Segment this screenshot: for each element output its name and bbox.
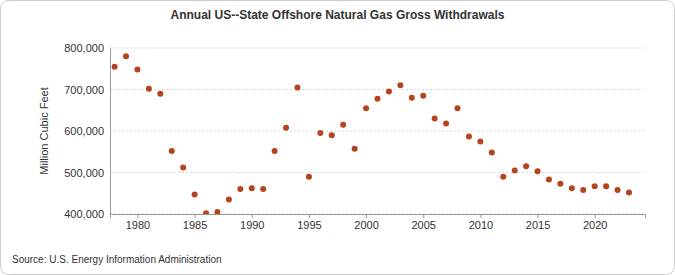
- point: [146, 86, 152, 92]
- point: [169, 148, 175, 154]
- grid-line: [110, 89, 645, 90]
- point: [352, 146, 358, 152]
- point: [157, 91, 163, 97]
- x-tick-mark: [309, 214, 310, 218]
- point: [329, 132, 335, 138]
- x-tick: 1980: [126, 214, 150, 231]
- point: [260, 186, 266, 192]
- point: [283, 125, 289, 131]
- point: [523, 163, 529, 169]
- point: [306, 174, 312, 180]
- x-axis: 1980 1985 1990 1995 2000 2005 2010 2015 2020: [111, 214, 646, 231]
- point: [317, 130, 323, 136]
- point: [363, 105, 369, 111]
- y-tick-label: 700,000: [64, 84, 104, 96]
- x-tick: 1990: [240, 214, 264, 231]
- chart: 400,000500,000600,000700,000800,00019801…: [0, 0, 675, 275]
- point: [580, 187, 586, 193]
- x-tick-label: 1990: [240, 219, 264, 231]
- point: [375, 96, 381, 102]
- y-tick-label: 500,000: [64, 167, 104, 179]
- point: [626, 189, 632, 195]
- chart-border: [1, 1, 675, 275]
- x-tick: 2010: [469, 214, 493, 231]
- x-tick-label: 1995: [297, 219, 321, 231]
- point: [123, 53, 129, 59]
- point: [455, 105, 461, 111]
- point: [443, 121, 449, 127]
- points: [112, 53, 632, 214]
- y-tick-label: 600,000: [64, 125, 104, 137]
- point: [180, 165, 186, 171]
- y-tick: 700,000: [64, 84, 110, 96]
- x-tick-label: 2010: [469, 219, 493, 231]
- x-axis-line: [111, 215, 646, 219]
- y-axis-line: [110, 49, 111, 215]
- point: [409, 95, 415, 101]
- x-tick-label: 2005: [411, 219, 435, 231]
- x-tick-label: 2015: [526, 219, 550, 231]
- point: [386, 89, 392, 95]
- point: [557, 181, 563, 187]
- point: [477, 138, 483, 144]
- x-tick-mark: [252, 214, 253, 218]
- y-tick: 500,000: [64, 167, 110, 179]
- x-tick-mark: [595, 214, 596, 218]
- point: [535, 168, 541, 174]
- x-tick-mark: [423, 214, 424, 218]
- y-tick: 800,000: [64, 42, 110, 54]
- point: [569, 185, 575, 191]
- point: [192, 191, 198, 197]
- point: [592, 183, 598, 189]
- y-axis: 400,000 500,000 600,000 700,000 800,000: [64, 42, 110, 220]
- point: [249, 185, 255, 191]
- y-tick-label: 400,000: [64, 208, 104, 220]
- point: [272, 148, 278, 154]
- grid-line: [110, 131, 645, 132]
- x-tick-label: 2000: [354, 219, 378, 231]
- y-axis-title: Million Cubic Feet: [38, 87, 50, 174]
- x-tick-mark: [538, 214, 539, 218]
- x-tick-mark: [195, 214, 196, 218]
- point: [420, 93, 426, 99]
- grid-line: [110, 48, 645, 49]
- y-tick-label: 800,000: [64, 42, 104, 54]
- x-tick-label: 2020: [583, 219, 607, 231]
- x-tick: 2020: [583, 214, 607, 231]
- point: [432, 116, 438, 122]
- x-tick-label: 1985: [183, 219, 207, 231]
- y-tick: 600,000: [64, 125, 110, 137]
- x-tick-mark: [480, 214, 481, 218]
- x-tick-mark: [137, 214, 138, 218]
- x-tick-label: 1980: [126, 219, 150, 231]
- point: [546, 177, 552, 183]
- x-tick: 2015: [526, 214, 550, 231]
- title: Annual US--State Offshore Natural Gas Gr…: [171, 8, 505, 22]
- point: [237, 186, 243, 192]
- point: [226, 196, 232, 202]
- x-tick-mark: [366, 214, 367, 218]
- point: [340, 122, 346, 128]
- point: [466, 133, 472, 139]
- grid-line: [110, 172, 645, 173]
- source: Source: U.S. Energy Information Administ…: [12, 254, 222, 265]
- point: [615, 187, 621, 193]
- x-tick: 1995: [297, 214, 321, 231]
- point: [112, 64, 118, 70]
- y-tick: 400,000: [64, 208, 110, 220]
- point: [500, 174, 506, 180]
- point: [397, 82, 403, 88]
- point: [294, 84, 300, 90]
- x-tick: 2005: [411, 214, 435, 231]
- point: [603, 183, 609, 189]
- point: [489, 150, 495, 156]
- x-tick: 2000: [354, 214, 378, 231]
- point: [512, 167, 518, 173]
- grid: [110, 48, 645, 214]
- point: [214, 209, 220, 214]
- x-tick: 1985: [183, 214, 207, 231]
- point: [134, 67, 140, 73]
- point: [203, 210, 209, 214]
